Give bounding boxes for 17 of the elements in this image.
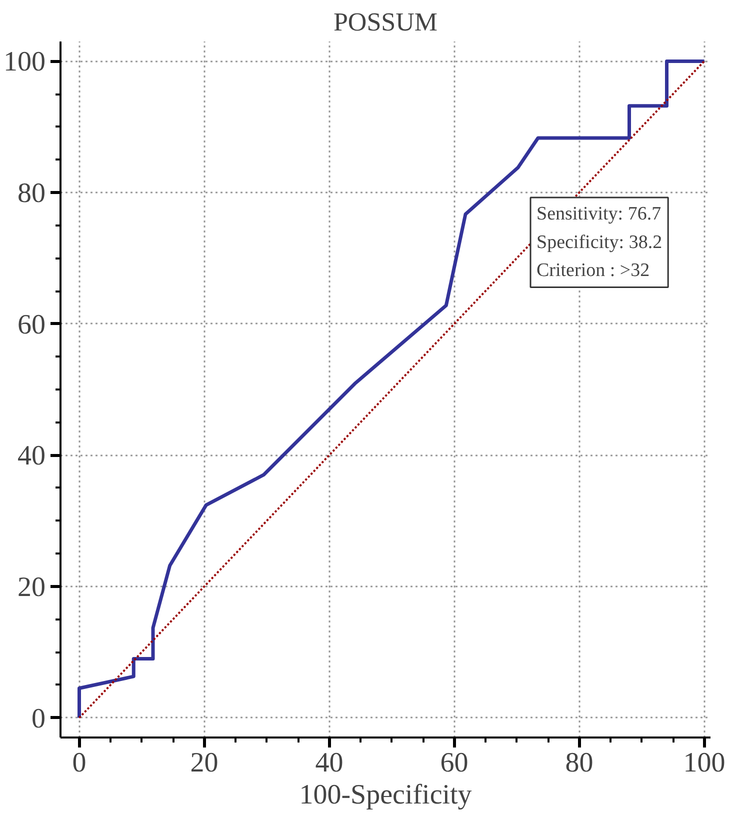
x-tick-label: 20 [190, 748, 218, 778]
annotation: Specificity: 38.2 [536, 232, 662, 253]
annotation: Criterion : >32 [536, 260, 650, 282]
x-tick-label: 60 [440, 748, 468, 778]
annotation: Sensitivity: 76.7 [536, 204, 662, 224]
x-tick-label: 40 [315, 748, 344, 778]
y-tick-label: 80 [18, 178, 46, 210]
x-axis-title: 100-Specificity [299, 780, 472, 810]
x-tick-label: 0 [72, 748, 86, 778]
x-tick-label: 100 [683, 748, 726, 778]
x-tick-label: 80 [565, 748, 594, 778]
y-tick-label: 60 [18, 309, 46, 340]
y-tick-label: 40 [18, 440, 46, 472]
y-tick-label: 20 [18, 572, 46, 603]
y-tick-label: 0 [32, 703, 46, 734]
chart-title: POSSUM [333, 8, 438, 36]
y-tick-label: 100 [4, 46, 46, 78]
